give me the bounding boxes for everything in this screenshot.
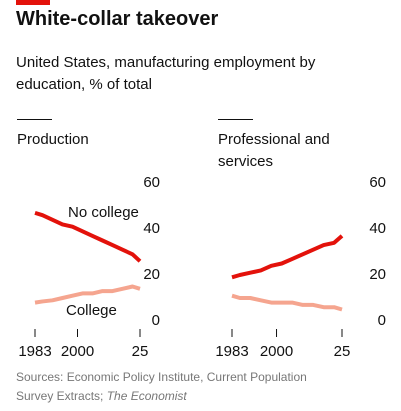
title: White-collar takeover <box>16 8 219 30</box>
y-tick-label: 40 <box>143 220 160 237</box>
series-line <box>34 210 142 263</box>
x-tick-label: 2000 <box>260 343 293 360</box>
line-label: No college <box>68 204 139 221</box>
x-tick-label: 2000 <box>61 343 94 360</box>
y-tick-label: 60 <box>143 174 160 191</box>
y-tick-label: 60 <box>369 174 386 191</box>
source: Sources: Economic Policy Institute, Curr… <box>16 368 316 406</box>
x-tick-label: 1983 <box>18 343 51 360</box>
series-line <box>231 293 343 312</box>
source-credit: The Economist <box>106 389 187 403</box>
y-tick-label: 20 <box>369 266 386 283</box>
panel-rule <box>17 119 52 120</box>
series-line <box>231 234 344 280</box>
y-tick-label: 0 <box>378 312 386 329</box>
x-tick-label: 1983 <box>215 343 248 360</box>
panel-rule <box>218 119 253 120</box>
x-tick-label: 25 <box>132 343 149 360</box>
source-text: Sources: Economic Policy Institute, Curr… <box>16 370 307 403</box>
y-tick-label: 20 <box>143 266 160 283</box>
panel-title: Production <box>17 131 89 148</box>
subtitle: United States, manufacturing employment … <box>16 54 316 93</box>
series-line <box>34 284 141 305</box>
y-tick-label: 40 <box>369 220 386 237</box>
x-tick-label: 25 <box>334 343 351 360</box>
brand-bar <box>16 0 50 5</box>
y-tick-label: 0 <box>152 312 160 329</box>
line-label: College <box>66 302 117 319</box>
panel-title: Professional and services <box>218 131 330 170</box>
